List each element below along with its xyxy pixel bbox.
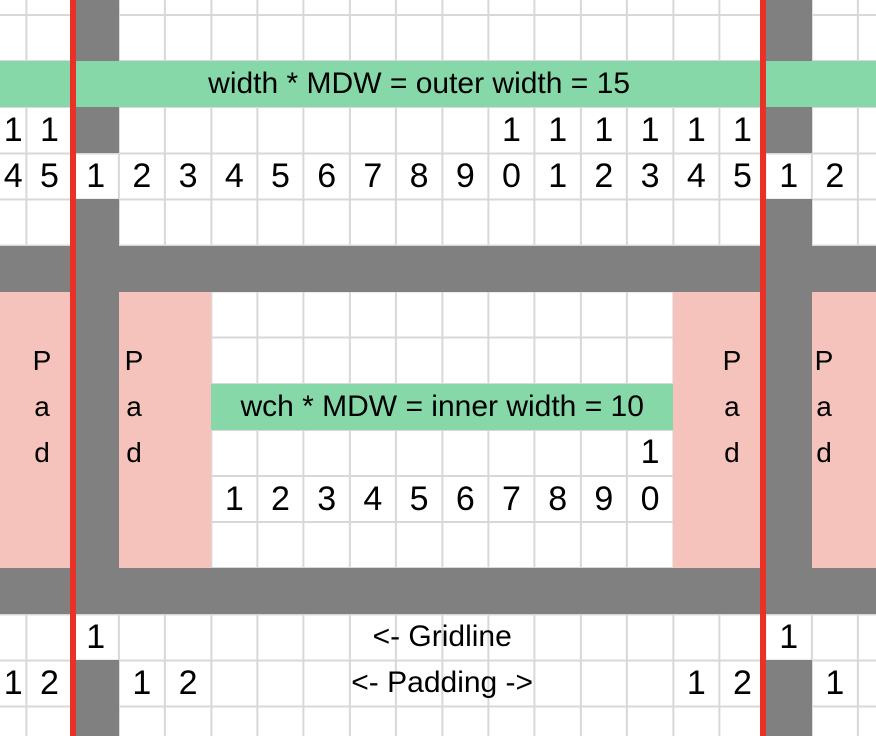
inner-width-banner-text: wch * MDW = inner width = 10 [240,389,644,423]
grid-cell: 1 [779,156,799,195]
grid-cell: 1 [3,663,23,702]
grid-cell: 9 [594,479,614,518]
gridline-label: <- Gridline [372,620,512,654]
pad-text: P a d [801,338,847,476]
grid-cell: 1 [3,110,23,149]
row-border-bar-top [0,245,876,292]
padding-block-inner-right: P a d [673,291,766,569]
grid-cell: 7 [363,156,383,195]
grid-cell: 5 [40,156,59,195]
pad-letter: a [34,390,50,422]
grid-cell: 4 [363,479,383,518]
grid-cell: 1 [548,110,568,149]
grid-cell: 1 [733,110,752,149]
grid-cell: 1 [686,663,706,702]
outer-width-banner [0,61,876,108]
grid-cell: 9 [455,156,475,195]
grid-cell: 1 [224,479,244,518]
gridline-column-right-segment [765,107,812,154]
inner-width-banner: wch * MDW = inner width = 10 [211,383,674,430]
grid-cell: 1 [86,617,106,656]
grid-cell: 8 [548,479,568,518]
padding-block-inner-left: P a d [118,291,212,569]
row-border-bar-bottom [0,568,876,615]
gridline-marker-left [70,0,76,736]
padding-block-outer-right: P a d [811,291,876,569]
pad-text: P a d [111,338,157,476]
grid-cell: 1 [825,663,845,702]
pad-letter: d [126,436,142,468]
grid-cell: 1 [640,433,660,472]
grid-cell: 1 [40,110,59,149]
padding-label: <- Padding -> [351,666,534,700]
grid-cell: 1 [132,663,152,702]
grid-cell: 2 [178,663,198,702]
grid-cell: 6 [455,479,475,518]
grid-cell: 3 [178,156,198,195]
outer-width-banner-text: width * MDW = outer width = 15 [208,67,631,101]
grid-cell: 6 [317,156,337,195]
grid-cell: 4 [224,156,244,195]
grid-cell: 8 [409,156,429,195]
pad-letter: a [126,390,142,422]
pad-letter: P [32,344,52,376]
pad-letter: a [724,390,740,422]
grid-cell: 1 [548,156,568,195]
gridline-marker-right [760,0,766,736]
gridline-column-right-segment [765,0,812,62]
gridline-column-left-segment [72,0,119,62]
grid-cell: 1 [86,156,106,195]
grid-cell: 1 [594,110,614,149]
pad-letter: a [816,390,832,422]
grid-cell: 2 [825,156,845,195]
grid-cell: 0 [640,479,660,518]
grid-cell: 2 [733,663,752,702]
grid-cell: 5 [409,479,429,518]
grid-cell: 2 [40,663,59,702]
grid-cell: 2 [594,156,614,195]
grid-cell: 1 [502,110,521,149]
pad-letter: P [124,344,144,376]
grid-cell: 5 [733,156,752,195]
grid-cell: 5 [271,156,290,195]
pad-letter: d [816,436,832,468]
pad-letter: P [814,344,834,376]
pad-letter: d [724,436,740,468]
gridline-column-left-segment [72,107,119,154]
grid-cell: 7 [502,479,521,518]
grid-cell: 1 [640,110,660,149]
pad-letter: d [34,436,50,468]
grid-cell: 4 [686,156,706,195]
grid-cell: 2 [132,156,152,195]
grid-cell: 4 [3,156,23,195]
padding-block-outer-left: P a d [0,291,73,569]
pad-letter: P [722,344,742,376]
grid-cell: 1 [779,617,799,656]
grid-cell: 3 [640,156,660,195]
pad-text: P a d [709,338,755,476]
grid-cell: 1 [686,110,706,149]
gridline-column-right-segment [765,660,812,736]
gridline-column-left-segment [72,660,119,736]
pad-text: P a d [19,338,65,476]
grid-cell: 2 [271,479,290,518]
grid-cell: 0 [502,156,521,195]
grid-cell: 3 [317,479,337,518]
